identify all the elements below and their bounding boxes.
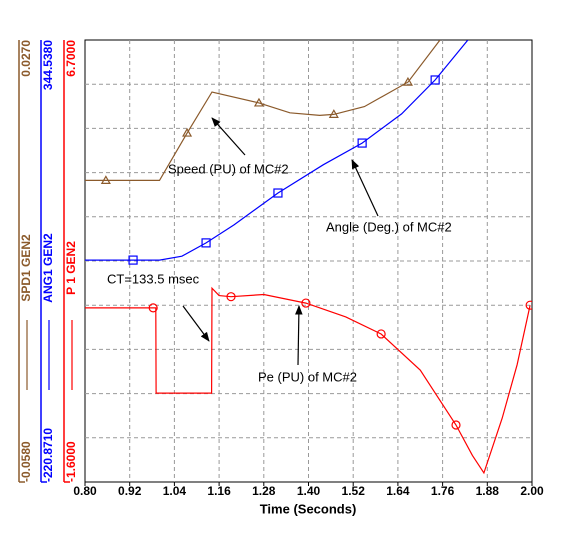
x-tick-label: 0.80	[73, 484, 97, 498]
x-tick-label: 1.04	[163, 484, 187, 498]
series-name: ANG1 GEN2	[41, 233, 55, 303]
marker	[201, 238, 211, 248]
y-tick-label: -220.8710	[41, 428, 55, 482]
annotation-arrow	[351, 159, 379, 217]
series-name: SPD1 GEN2	[19, 234, 33, 302]
x-tick-label: 1.28	[252, 484, 276, 498]
annotation: Angle (Deg.) of MC#2	[326, 219, 452, 234]
marker	[273, 188, 283, 198]
series-line	[85, 286, 531, 475]
x-tick-label: 1.40	[297, 484, 321, 498]
annotation-arrow	[211, 117, 246, 156]
y-tick-label: -0.0580	[19, 441, 33, 482]
annotation: CT=133.5 msec	[107, 271, 200, 286]
marker	[402, 76, 413, 86]
marker	[357, 138, 367, 148]
x-tick-label: 1.64	[386, 484, 410, 498]
marker	[451, 420, 461, 430]
x-tick-label: 2.00	[520, 484, 544, 498]
x-tick-label: 1.16	[207, 484, 231, 498]
x-tick-label: 1.52	[342, 484, 366, 498]
x-axis-label: Time (Seconds)	[260, 501, 357, 516]
marker	[376, 329, 386, 339]
series-line	[85, 40, 441, 181]
y-tick-label: -1.6000	[64, 441, 78, 482]
marker	[148, 303, 158, 313]
x-tick-label: 1.76	[431, 484, 455, 498]
series-name: P 1 GEN2	[64, 241, 78, 295]
annotation: Speed (PU) of MC#2	[168, 161, 289, 176]
marker	[100, 175, 111, 184]
plot-layer	[85, 40, 532, 475]
y-tick-label: 344.5380	[41, 40, 55, 90]
annotation: Pe (PU) of MC#2	[258, 369, 357, 384]
x-tick-label: 0.92	[118, 484, 142, 498]
marker	[226, 292, 236, 302]
y-tick-label: 0.0270	[19, 40, 33, 77]
marker	[525, 300, 532, 310]
series-line	[85, 40, 469, 261]
annotation-arrow	[182, 305, 210, 342]
marker	[328, 109, 339, 118]
marker	[182, 127, 193, 137]
marker	[301, 298, 311, 308]
marker	[430, 75, 440, 85]
marker	[253, 97, 264, 107]
x-tick-label: 1.88	[476, 484, 500, 498]
marker	[128, 255, 138, 265]
annotation-arrow	[295, 305, 303, 366]
y-tick-label: 6.7000	[64, 40, 78, 77]
